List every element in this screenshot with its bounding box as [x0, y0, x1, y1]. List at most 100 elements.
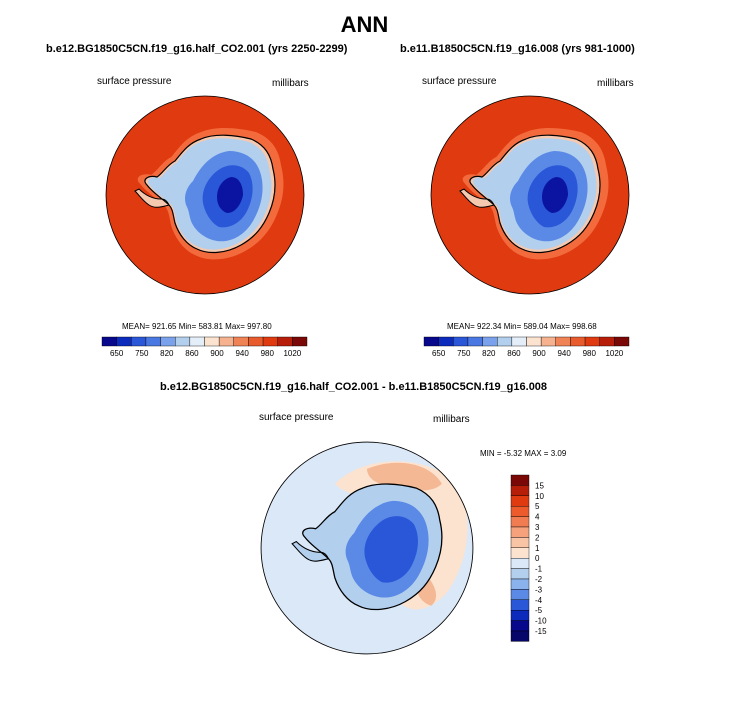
diff-panel-units: millibars [433, 414, 470, 425]
map-boundary [430, 95, 630, 295]
colorbar-label: 4 [535, 513, 540, 522]
warm-anomaly-light [334, 461, 468, 610]
colorbar-box [175, 336, 191, 347]
colorbar-label: 860 [185, 349, 199, 358]
colorbar-label: 650 [432, 349, 446, 358]
colorbar-box [248, 336, 264, 347]
colorbar-box [482, 336, 498, 347]
panel-2-colorbar: 650 750 820 860 900 940 980 1020 [423, 336, 630, 358]
panel-1-stats: MEAN= 921.65 Min= 583.81 Max= 997.80 [122, 322, 272, 331]
colorbar-label: 940 [557, 349, 571, 358]
colorbar-box [510, 506, 530, 517]
colorbar-box [292, 336, 308, 347]
diff-panel-title: b.e12.BG1850C5CN.f19_g16.half_CO2.001 - … [160, 381, 548, 393]
panel-1-colorbar: 650 750 820 860 900 940 980 1020 [101, 336, 308, 358]
panel-1-title: b.e12.BG1850C5CN.f19_g16.half_CO2.001 (y… [46, 43, 348, 55]
colorbar-box [131, 336, 147, 347]
land-core [542, 177, 568, 213]
colorbar-label: 820 [160, 349, 174, 358]
land-deep [364, 516, 418, 583]
colorbar-box [423, 336, 439, 347]
colorbar-box [277, 336, 293, 347]
colorbar-label: 650 [110, 349, 124, 358]
map-body [431, 96, 629, 294]
colorbar-label: 980 [261, 349, 275, 358]
colorbar-box [510, 474, 530, 486]
colorbar-box [116, 336, 132, 347]
colorbar-box [614, 336, 630, 347]
colorbar-label: 1020 [283, 349, 301, 358]
colorbar-label: 15 [535, 481, 544, 490]
colorbar-box [233, 336, 249, 347]
colorbar-box [189, 336, 205, 347]
colorbar-label: -10 [535, 617, 547, 626]
colorbar-box [510, 547, 530, 559]
colorbar-label: 1 [535, 544, 540, 553]
colorbar-box [101, 336, 117, 347]
colorbar-label: 900 [210, 349, 224, 358]
colorbar-box [145, 336, 161, 347]
colorbar-box [510, 609, 530, 621]
colorbar-label: -4 [535, 596, 543, 605]
colorbar-box [584, 336, 600, 347]
peninsula-light [292, 541, 329, 562]
colorbar-box [510, 599, 530, 611]
colorbar-label: -5 [535, 606, 543, 615]
colorbar-box [204, 336, 220, 347]
panel-2-title: b.e11.B1850C5CN.f19_g16.008 (yrs 981-100… [400, 43, 635, 55]
colorbar-box [497, 336, 513, 347]
colorbar-label: 900 [532, 349, 546, 358]
colorbar-label: 1020 [605, 349, 623, 358]
colorbar-box [570, 336, 586, 347]
colorbar-label: -2 [535, 575, 543, 584]
colorbar-box [599, 336, 615, 347]
colorbar-box [510, 568, 530, 580]
diff-panel-variable: surface pressure [259, 412, 334, 423]
colorbar-label: 940 [235, 349, 249, 358]
colorbar-box [555, 336, 571, 347]
coastline [469, 134, 601, 254]
diff-panel-polar-map [260, 441, 474, 655]
colorbar-label: 750 [135, 349, 149, 358]
colorbar-box [510, 589, 530, 601]
colorbar-box [160, 336, 176, 347]
panel-2-variable: surface pressure [422, 76, 497, 87]
colorbar-box [510, 495, 530, 507]
colorbar-box [510, 557, 530, 569]
peninsula-band [460, 189, 494, 208]
colorbar-box [540, 336, 556, 347]
peninsula-coastline [291, 540, 330, 562]
colorbar-box [510, 526, 530, 538]
colorbar-label: -1 [535, 565, 543, 574]
colorbar-label: 820 [482, 349, 496, 358]
panel-1-polar-map [105, 95, 305, 295]
colorbar-label: 750 [457, 349, 471, 358]
colorbar-label: -3 [535, 585, 543, 594]
colorbar-label: 10 [535, 492, 544, 501]
colorbar-label: 860 [507, 349, 521, 358]
colorbar-box [510, 578, 530, 590]
colorbar-label: 5 [535, 502, 540, 511]
peninsula-coastline [459, 188, 495, 208]
colorbar-box [510, 516, 530, 528]
colorbar-label: 980 [583, 349, 597, 358]
peninsula-coastline [134, 188, 170, 208]
colorbar-box [526, 336, 542, 347]
colorbar-label: -15 [535, 627, 547, 636]
map-boundary [260, 441, 474, 655]
figure-title: ANN [340, 12, 389, 37]
coastline [144, 134, 276, 254]
colorbar-box [453, 336, 469, 347]
colorbar-box [510, 537, 530, 549]
colorbar-box [262, 336, 278, 347]
map-boundary [105, 95, 305, 295]
panel-2-polar-map [430, 95, 630, 295]
panel-1-variable: surface pressure [97, 76, 172, 87]
map-body [261, 442, 473, 654]
map-body [106, 96, 304, 294]
colorbar-box [438, 336, 454, 347]
panel-2-units: millibars [597, 78, 634, 89]
colorbar-box [511, 336, 527, 347]
panel-1-units: millibars [272, 78, 309, 89]
